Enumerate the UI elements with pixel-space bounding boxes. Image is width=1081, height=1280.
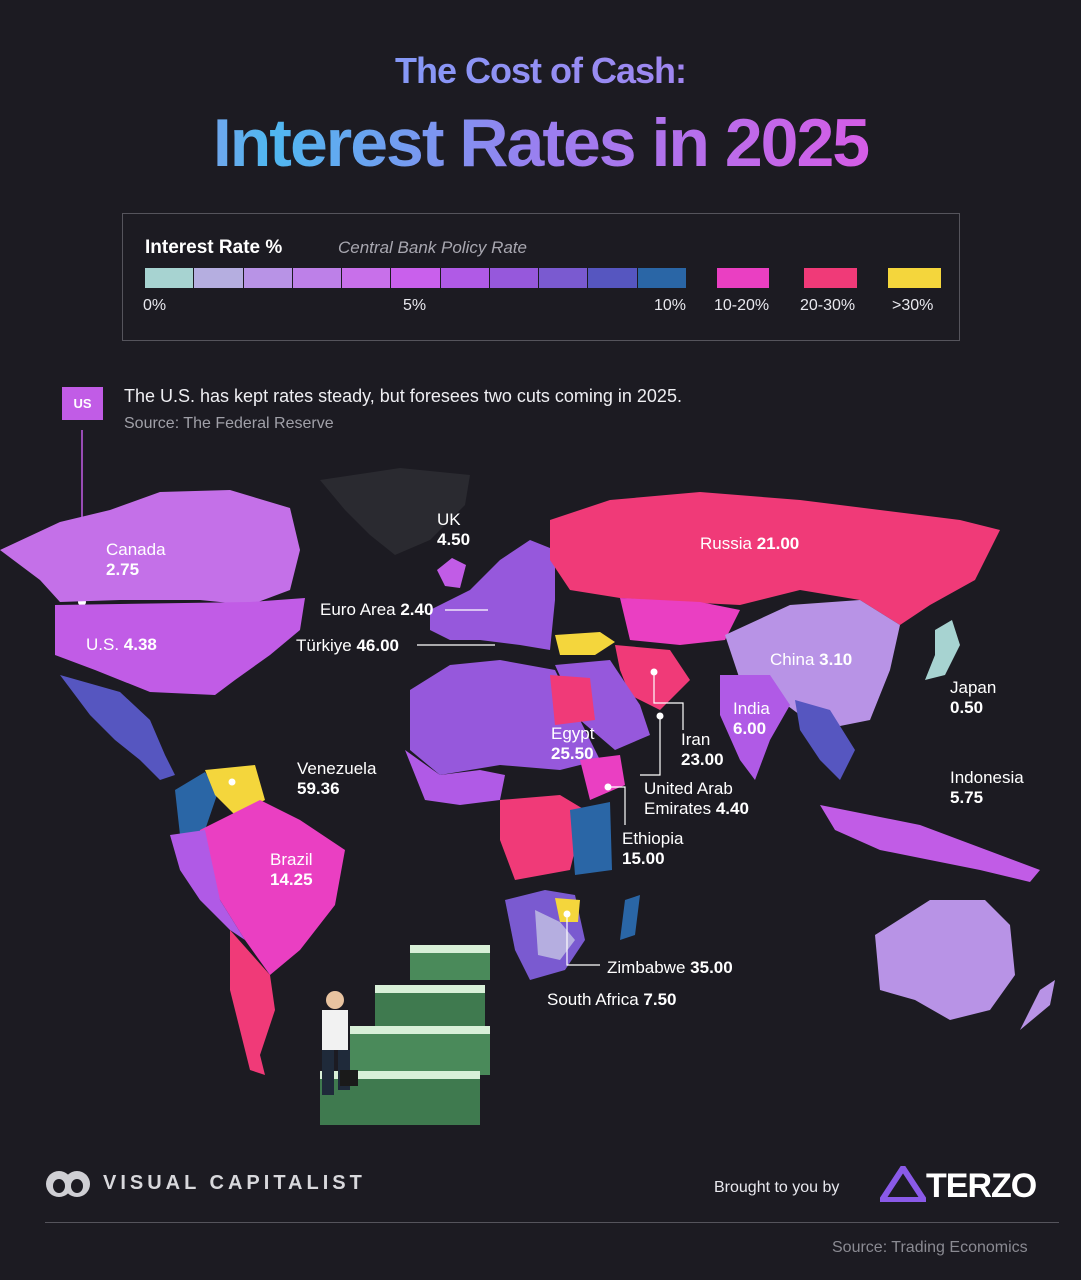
legend-gradient-segment [145,268,194,288]
footer-divider [45,1222,1059,1223]
leader-ethiopia [608,786,626,825]
indonesia-shape [820,805,1040,882]
west-africa-shape [405,750,505,805]
se-asia-shape [795,700,855,780]
legend-box [122,213,960,341]
title-line-2: Interest Rates in 2025 [0,104,1081,182]
legend-bucket-swatch-3 [888,268,941,288]
callout-source: Source: The Federal Reserve [124,415,334,432]
label-iran: Iran 23.00 [681,730,724,769]
leader-iran [653,672,684,730]
legend-tick-0: 0% [143,297,167,314]
label-turkiye: Türkiye 46.00 [296,636,400,655]
uk-shape [437,558,466,588]
australia-shape [875,900,1015,1020]
world-map [0,430,1055,1125]
legend-gradient-segment [391,268,440,288]
label-china: China 3.10 [770,650,853,669]
legend-gradient-segment [292,268,342,288]
legend-tick-5: 5% [403,297,427,314]
andes-shape [170,830,245,940]
argentina-shape [230,930,275,1075]
zimbabwe-shape [555,898,580,922]
legend-tick-10: 10% [654,297,687,314]
brazil-shape [200,800,345,975]
legend-gradient-segment [243,268,292,288]
east-africa-shape [570,802,612,875]
legend-title: Interest Rate % [145,237,283,258]
label-brazil: Brazil 14.25 [270,850,313,889]
label-indonesia: Indonesia 5.75 [950,768,1024,807]
callout-text: The U.S. has kept rates steady, but fore… [124,386,682,406]
businessman-figure [322,991,358,1095]
iran-shape [615,645,690,710]
china-shape [725,600,900,730]
label-egypt: Egypt 25.50 [551,724,595,763]
legend-gradient-segment [588,268,637,288]
label-russia: Russia 21.00 [700,534,800,553]
ethiopia-shape [580,755,625,800]
legend-gradient-segment [342,268,391,288]
label-japan: Japan 0.50 [950,678,997,717]
footer-brand: VISUAL CAPITALIST [103,1172,366,1194]
canada-shape [0,490,300,605]
turkiye-shape [555,632,615,655]
europe-shape [430,540,555,650]
sponsor-name: TERZO [926,1167,1037,1205]
legend-gradient-segment [194,268,243,288]
legend-bucket-label-1: 10-20% [714,297,770,314]
label-canada: Canada 2.75 [106,540,166,579]
legend-gradient-segment [489,268,539,288]
label-us: U.S. 4.38 [86,635,157,654]
legend-gradient-segment [539,268,588,288]
label-uk: UK 4.50 [437,510,471,549]
greenland-shape [320,468,470,555]
label-south-africa: South Africa 7.50 [547,990,677,1009]
label-venezuela: Venezuela 59.36 [297,759,377,798]
label-euro-area: Euro Area 2.40 [320,600,434,619]
label-uae: United Arab Emirates 4.40 [644,779,749,818]
brought-to-you-by: Brought to you by [714,1179,840,1196]
label-india: India 6.00 [733,699,770,738]
legend-bucket-swatch-2 [804,268,857,288]
legend-bucket-swatch-1 [717,268,769,288]
legend-gradient-segment [637,268,686,288]
legend-subtitle: Central Bank Policy Rate [338,238,527,257]
japan-shape [925,620,960,680]
south-africa-shape [535,910,575,960]
legend-bucket-label-2: 20-30% [800,297,856,314]
visual-capitalist-logo-icon [46,1171,90,1197]
leader-uae [640,716,661,776]
label-ethiopia: Ethiopia 15.00 [622,829,684,868]
label-zimbabwe: Zimbabwe 35.00 [607,958,733,977]
egypt-shape [550,675,595,725]
us-badge: US [62,387,103,420]
us-shape [55,598,305,695]
mexico-shape [60,675,175,780]
madagascar-shape [620,895,640,940]
india-shape [720,675,790,780]
legend-gradient-segment [440,268,489,288]
venezuela-shape [205,765,265,815]
russia-shape [550,492,1000,625]
central-asia-shape [620,598,740,645]
terzo-logo-icon [880,1166,926,1202]
title-line-1: The Cost of Cash: [0,50,1081,92]
colombia-shape [175,772,218,835]
legend-bucket-label-3: >30% [892,297,934,314]
central-africa-shape [500,795,585,880]
leader-zimbabwe [566,914,600,966]
new-zealand-shape [1020,980,1055,1030]
money-stack-illustration [320,945,490,1125]
footer-source: Source: Trading Economics [832,1239,1028,1256]
